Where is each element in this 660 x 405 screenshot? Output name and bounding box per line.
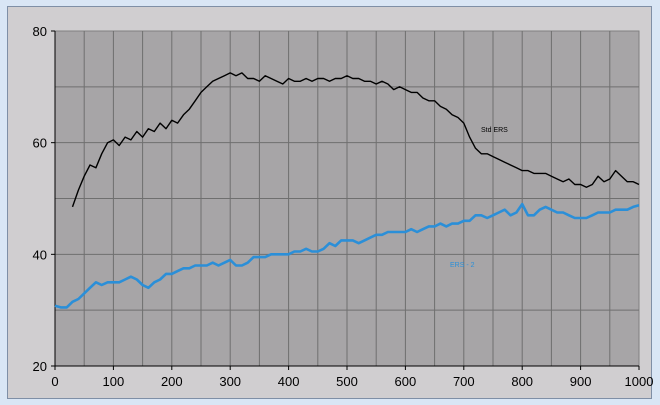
y-tick-label: 60 <box>33 136 47 151</box>
x-tick-label: 500 <box>336 374 358 389</box>
grid-lines <box>55 31 639 366</box>
series-line-ers-2 <box>54 202 640 309</box>
y-tick-label: 20 <box>33 359 47 374</box>
x-tick-label: 300 <box>219 374 241 389</box>
x-tick-label: 0 <box>51 374 58 389</box>
line-chart: 0 100 200 300 400 500 600 700 800 900 1000 20 40 60 80… <box>33 24 653 389</box>
chart-frame: 0 100 200 300 400 500 600 700 800 900 1000 20 40 60 80… <box>7 6 653 399</box>
y-tick-label: 40 <box>33 247 47 262</box>
x-tick-label: 800 <box>511 374 533 389</box>
x-tick-label: 700 <box>453 374 475 389</box>
x-tick-label: 400 <box>278 374 300 389</box>
series-layer <box>54 72 640 309</box>
x-tick-label: 900 <box>570 374 592 389</box>
series-line-std-ers <box>71 72 640 208</box>
series-label-std-ers: Std ERS <box>481 127 508 134</box>
x-tick-label: 200 <box>161 374 183 389</box>
x-tick-label: 100 <box>103 374 125 389</box>
x-tick-label: 600 <box>395 374 417 389</box>
y-tick-label: 80 <box>33 24 47 39</box>
x-tick-label: 1000 <box>625 374 653 389</box>
series-label-ers-2: ERS - 2 <box>450 262 475 269</box>
axes: 0 100 200 300 400 500 600 700 800 900 1000 20 40 60 80 <box>33 24 653 389</box>
